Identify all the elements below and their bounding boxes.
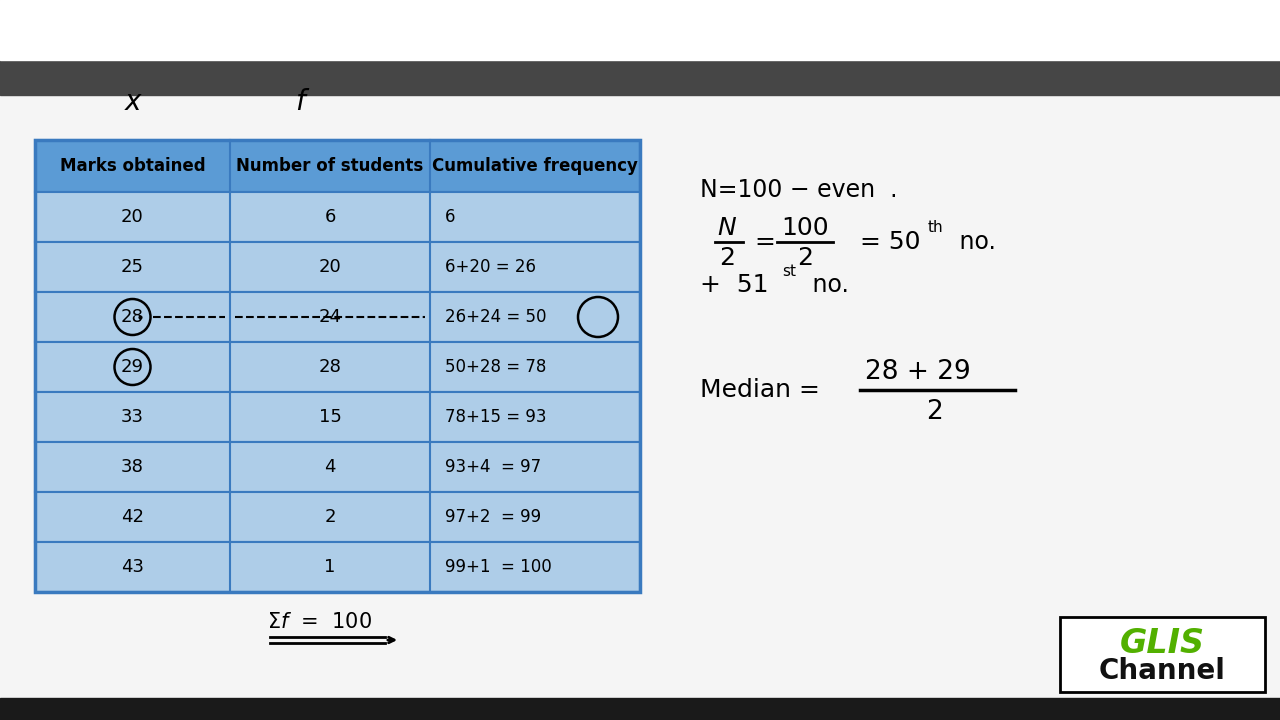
Bar xyxy=(35,492,640,542)
Text: 1: 1 xyxy=(324,558,335,576)
Text: 26+24 = 50: 26+24 = 50 xyxy=(445,308,547,326)
Bar xyxy=(35,442,640,492)
Text: 97+2  = 99: 97+2 = 99 xyxy=(445,508,541,526)
Bar xyxy=(35,542,640,592)
Bar xyxy=(0,0,1280,60)
Text: 33: 33 xyxy=(122,408,143,426)
Text: 42: 42 xyxy=(122,508,143,526)
Text: 20: 20 xyxy=(122,208,143,226)
Text: 6: 6 xyxy=(445,208,456,226)
Text: N: N xyxy=(718,216,736,240)
Bar xyxy=(35,342,640,392)
Text: 6: 6 xyxy=(324,208,335,226)
Text: no.: no. xyxy=(805,273,849,297)
Text: +  51: + 51 xyxy=(700,273,768,297)
Text: Median =: Median = xyxy=(700,378,828,402)
Text: no.: no. xyxy=(952,230,996,254)
Text: th: th xyxy=(928,220,943,235)
Bar xyxy=(35,242,640,292)
Text: f: f xyxy=(296,88,305,116)
Text: 24: 24 xyxy=(319,308,342,326)
Text: 20: 20 xyxy=(319,258,342,276)
Text: Number of students: Number of students xyxy=(237,157,424,175)
Text: 2: 2 xyxy=(927,399,943,425)
Text: 28 + 29: 28 + 29 xyxy=(865,359,970,385)
Text: 28: 28 xyxy=(122,308,143,326)
Bar xyxy=(35,292,640,342)
Text: $\Sigma f$  =  100: $\Sigma f$ = 100 xyxy=(268,612,372,632)
Bar xyxy=(1060,617,1265,692)
Text: N=100 − even  .: N=100 − even . xyxy=(700,178,897,202)
Text: 99+1  = 100: 99+1 = 100 xyxy=(445,558,552,576)
Text: st: st xyxy=(782,264,796,279)
Text: = 50: = 50 xyxy=(860,230,920,254)
Bar xyxy=(0,60,1280,95)
Bar xyxy=(0,698,1280,720)
Bar xyxy=(35,140,640,592)
Text: 2: 2 xyxy=(797,246,813,270)
Text: 43: 43 xyxy=(122,558,143,576)
Text: 25: 25 xyxy=(122,258,143,276)
Bar xyxy=(35,392,640,442)
Bar xyxy=(35,192,640,242)
Text: 100: 100 xyxy=(781,216,829,240)
Text: 50+28 = 78: 50+28 = 78 xyxy=(445,358,547,376)
Text: 4: 4 xyxy=(324,458,335,476)
Text: Marks obtained: Marks obtained xyxy=(60,157,205,175)
Text: Cumulative frequency: Cumulative frequency xyxy=(433,157,637,175)
Bar xyxy=(35,140,640,192)
Text: x: x xyxy=(124,88,141,116)
Text: 78+15 = 93: 78+15 = 93 xyxy=(445,408,547,426)
Text: 29: 29 xyxy=(122,358,143,376)
Text: Channel: Channel xyxy=(1100,657,1226,685)
Text: 2: 2 xyxy=(324,508,335,526)
Text: 28: 28 xyxy=(319,358,342,376)
Text: 15: 15 xyxy=(319,408,342,426)
Text: 38: 38 xyxy=(122,458,143,476)
Text: 93+4  = 97: 93+4 = 97 xyxy=(445,458,541,476)
Text: GLIS: GLIS xyxy=(1120,626,1204,660)
Text: 6+20 = 26: 6+20 = 26 xyxy=(445,258,536,276)
Text: 2: 2 xyxy=(719,246,735,270)
Text: =: = xyxy=(755,230,776,254)
